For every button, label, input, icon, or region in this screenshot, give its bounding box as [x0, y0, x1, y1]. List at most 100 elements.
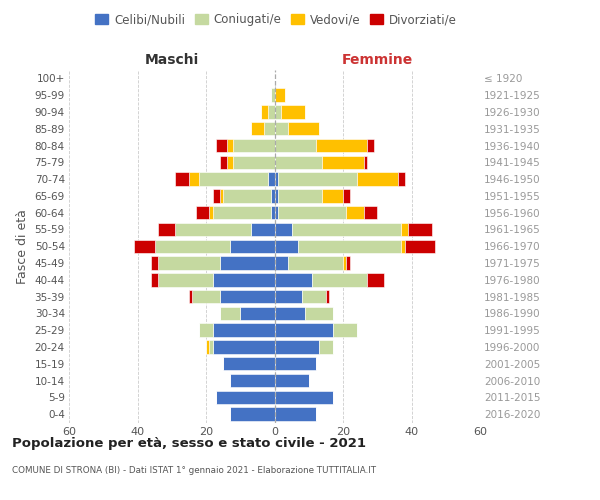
- Bar: [151, 273, 158, 286]
- Bar: [175, 172, 189, 186]
- Bar: [220, 290, 275, 304]
- Bar: [196, 206, 209, 220]
- Bar: [227, 156, 233, 169]
- Bar: [319, 340, 333, 353]
- Bar: [227, 139, 233, 152]
- Bar: [199, 324, 213, 337]
- Bar: [281, 106, 305, 118]
- Bar: [275, 206, 278, 220]
- Bar: [275, 106, 281, 118]
- Bar: [343, 256, 346, 270]
- Bar: [326, 290, 329, 304]
- Bar: [213, 206, 271, 220]
- Bar: [251, 122, 264, 136]
- Bar: [206, 340, 209, 353]
- Bar: [275, 357, 316, 370]
- Bar: [343, 189, 350, 202]
- Bar: [356, 172, 398, 186]
- Bar: [302, 290, 326, 304]
- Bar: [364, 156, 367, 169]
- Bar: [220, 189, 223, 202]
- Bar: [275, 223, 292, 236]
- Text: Popolazione per età, sesso e stato civile - 2021: Popolazione per età, sesso e stato civil…: [12, 438, 366, 450]
- Bar: [240, 306, 275, 320]
- Bar: [271, 88, 275, 102]
- Bar: [209, 340, 213, 353]
- Bar: [233, 156, 275, 169]
- Bar: [278, 206, 346, 220]
- Bar: [333, 324, 357, 337]
- Bar: [322, 189, 343, 202]
- Bar: [346, 206, 364, 220]
- Bar: [213, 324, 275, 337]
- Bar: [316, 139, 367, 152]
- Bar: [398, 172, 404, 186]
- Bar: [408, 223, 432, 236]
- Bar: [213, 273, 275, 286]
- Bar: [189, 290, 193, 304]
- Bar: [275, 273, 312, 286]
- Bar: [275, 122, 288, 136]
- Bar: [298, 240, 401, 253]
- Bar: [401, 223, 408, 236]
- Bar: [271, 206, 275, 220]
- Bar: [278, 172, 356, 186]
- Bar: [275, 340, 319, 353]
- Bar: [275, 139, 316, 152]
- Bar: [230, 240, 275, 253]
- Bar: [216, 390, 275, 404]
- Bar: [292, 223, 401, 236]
- Bar: [230, 374, 275, 387]
- Bar: [151, 256, 158, 270]
- Bar: [367, 273, 384, 286]
- Bar: [223, 189, 271, 202]
- Bar: [158, 256, 220, 270]
- Text: COMUNE DI STRONA (BI) - Dati ISTAT 1° gennaio 2021 - Elaborazione TUTTITALIA.IT: COMUNE DI STRONA (BI) - Dati ISTAT 1° ge…: [12, 466, 376, 475]
- Bar: [275, 189, 278, 202]
- Y-axis label: Fasce di età: Fasce di età: [16, 209, 29, 284]
- Bar: [192, 290, 220, 304]
- Bar: [251, 223, 275, 236]
- Bar: [275, 172, 278, 186]
- Bar: [364, 206, 377, 220]
- Bar: [275, 156, 322, 169]
- Bar: [158, 273, 213, 286]
- Bar: [189, 172, 199, 186]
- Bar: [367, 139, 374, 152]
- Bar: [230, 408, 275, 421]
- Bar: [404, 240, 436, 253]
- Bar: [275, 374, 309, 387]
- Bar: [401, 240, 404, 253]
- Bar: [275, 324, 333, 337]
- Bar: [158, 223, 175, 236]
- Bar: [220, 256, 275, 270]
- Legend: Celibi/Nubili, Coniugati/e, Vedovi/e, Divorziati/e: Celibi/Nubili, Coniugati/e, Vedovi/e, Di…: [91, 8, 461, 31]
- Bar: [312, 273, 367, 286]
- Bar: [346, 256, 350, 270]
- Bar: [275, 240, 298, 253]
- Bar: [278, 189, 322, 202]
- Bar: [275, 390, 333, 404]
- Bar: [275, 306, 305, 320]
- Bar: [264, 122, 275, 136]
- Bar: [220, 306, 240, 320]
- Text: Maschi: Maschi: [145, 54, 199, 68]
- Bar: [175, 223, 251, 236]
- Bar: [305, 306, 333, 320]
- Bar: [275, 256, 288, 270]
- Bar: [216, 139, 227, 152]
- Bar: [322, 156, 364, 169]
- Bar: [288, 256, 343, 270]
- Text: Femmine: Femmine: [341, 54, 413, 68]
- Bar: [220, 156, 227, 169]
- Bar: [261, 106, 268, 118]
- Bar: [134, 240, 155, 253]
- Bar: [199, 172, 268, 186]
- Bar: [233, 139, 275, 152]
- Bar: [268, 106, 275, 118]
- Bar: [213, 189, 220, 202]
- Bar: [275, 290, 302, 304]
- Bar: [275, 88, 285, 102]
- Bar: [155, 240, 230, 253]
- Bar: [288, 122, 319, 136]
